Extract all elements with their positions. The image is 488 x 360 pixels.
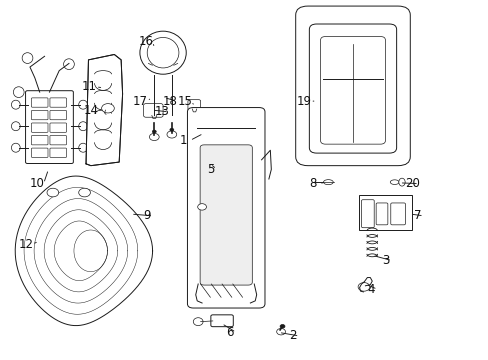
Circle shape (149, 134, 159, 140)
Text: 16: 16 (138, 35, 153, 49)
FancyBboxPatch shape (210, 315, 233, 327)
FancyBboxPatch shape (31, 111, 48, 120)
Text: 19: 19 (296, 95, 311, 108)
FancyBboxPatch shape (320, 37, 385, 144)
FancyBboxPatch shape (31, 123, 48, 132)
Circle shape (152, 130, 156, 133)
Ellipse shape (389, 180, 398, 184)
Polygon shape (15, 176, 152, 325)
FancyBboxPatch shape (187, 100, 200, 111)
Circle shape (276, 328, 285, 335)
Circle shape (166, 131, 176, 138)
FancyBboxPatch shape (25, 91, 73, 163)
Text: 11: 11 (82, 80, 97, 93)
FancyBboxPatch shape (50, 148, 66, 157)
Circle shape (79, 188, 90, 197)
FancyBboxPatch shape (309, 24, 396, 153)
Ellipse shape (11, 100, 20, 109)
Ellipse shape (398, 178, 405, 186)
FancyBboxPatch shape (31, 98, 48, 107)
Text: 6: 6 (225, 326, 233, 339)
Ellipse shape (79, 143, 87, 152)
Text: 10: 10 (30, 177, 44, 190)
Circle shape (357, 283, 369, 291)
Text: 20: 20 (405, 177, 419, 190)
FancyBboxPatch shape (295, 6, 409, 166)
FancyBboxPatch shape (31, 148, 48, 157)
FancyBboxPatch shape (390, 203, 405, 225)
FancyBboxPatch shape (187, 108, 264, 308)
Bar (358, 195, 411, 230)
Circle shape (197, 204, 206, 210)
Polygon shape (86, 54, 122, 166)
Ellipse shape (22, 53, 33, 63)
FancyBboxPatch shape (143, 104, 163, 117)
Circle shape (47, 188, 59, 197)
Text: 7: 7 (413, 210, 421, 222)
FancyBboxPatch shape (361, 200, 373, 228)
Text: 9: 9 (143, 210, 150, 222)
FancyBboxPatch shape (50, 111, 66, 120)
Text: 5: 5 (206, 163, 214, 176)
Ellipse shape (193, 318, 203, 325)
FancyBboxPatch shape (375, 203, 387, 225)
FancyBboxPatch shape (200, 145, 252, 285)
Ellipse shape (79, 100, 87, 109)
Circle shape (169, 129, 173, 131)
Ellipse shape (79, 122, 87, 131)
Ellipse shape (140, 31, 186, 74)
Text: 4: 4 (367, 283, 374, 296)
FancyBboxPatch shape (50, 135, 66, 145)
Circle shape (102, 104, 114, 113)
Text: 14: 14 (83, 104, 98, 117)
Text: 17: 17 (133, 95, 148, 108)
Text: 15: 15 (177, 95, 192, 108)
Polygon shape (307, 15, 397, 157)
FancyBboxPatch shape (31, 135, 48, 145)
Text: 12: 12 (19, 238, 34, 251)
Text: 13: 13 (155, 105, 170, 118)
Text: 2: 2 (289, 329, 296, 342)
Ellipse shape (147, 37, 179, 68)
Text: 3: 3 (382, 254, 389, 267)
FancyBboxPatch shape (50, 123, 66, 132)
Text: 8: 8 (308, 177, 316, 190)
Ellipse shape (11, 143, 20, 152)
Ellipse shape (63, 59, 74, 69)
Ellipse shape (13, 87, 24, 98)
Ellipse shape (11, 122, 20, 131)
Circle shape (280, 324, 285, 328)
Text: 18: 18 (163, 95, 178, 108)
Ellipse shape (323, 180, 332, 185)
FancyBboxPatch shape (50, 98, 66, 107)
Text: 1: 1 (180, 134, 187, 147)
